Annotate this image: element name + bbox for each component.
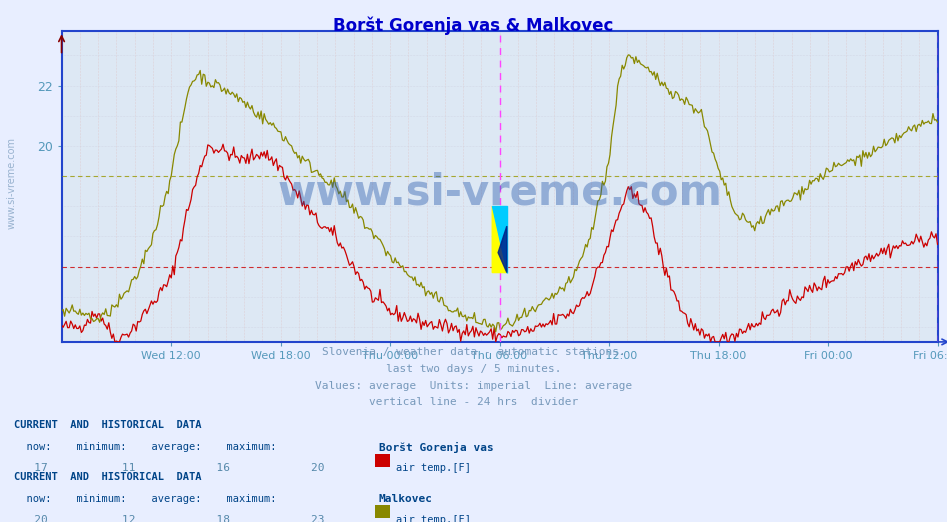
Text: Malkovec: Malkovec	[379, 494, 433, 504]
Text: www.si-vreme.com: www.si-vreme.com	[7, 137, 16, 229]
Text: 17           11            16            20: 17 11 16 20	[14, 463, 325, 473]
Text: last two days / 5 minutes.: last two days / 5 minutes.	[385, 364, 562, 374]
Text: Boršt Gorenja vas & Malkovec: Boršt Gorenja vas & Malkovec	[333, 17, 614, 35]
Text: vertical line - 24 hrs  divider: vertical line - 24 hrs divider	[369, 397, 578, 407]
Polygon shape	[498, 226, 507, 272]
Polygon shape	[492, 206, 507, 272]
Text: Values: average  Units: imperial  Line: average: Values: average Units: imperial Line: av…	[314, 381, 633, 390]
Text: now:    minimum:    average:    maximum:: now: minimum: average: maximum:	[14, 494, 277, 504]
Polygon shape	[492, 206, 507, 272]
Text: 20           12            18            23: 20 12 18 23	[14, 515, 325, 522]
Text: Slovenia / weather data - automatic stations.: Slovenia / weather data - automatic stat…	[322, 347, 625, 357]
Text: CURRENT  AND  HISTORICAL  DATA: CURRENT AND HISTORICAL DATA	[14, 420, 202, 430]
Text: www.si-vreme.com: www.si-vreme.com	[277, 172, 722, 214]
Text: CURRENT  AND  HISTORICAL  DATA: CURRENT AND HISTORICAL DATA	[14, 472, 202, 482]
Text: Boršt Gorenja vas: Boršt Gorenja vas	[379, 442, 493, 453]
Text: air temp.[F]: air temp.[F]	[396, 463, 471, 473]
Text: air temp.[F]: air temp.[F]	[396, 515, 471, 522]
Text: now:    minimum:    average:    maximum:: now: minimum: average: maximum:	[14, 442, 277, 452]
